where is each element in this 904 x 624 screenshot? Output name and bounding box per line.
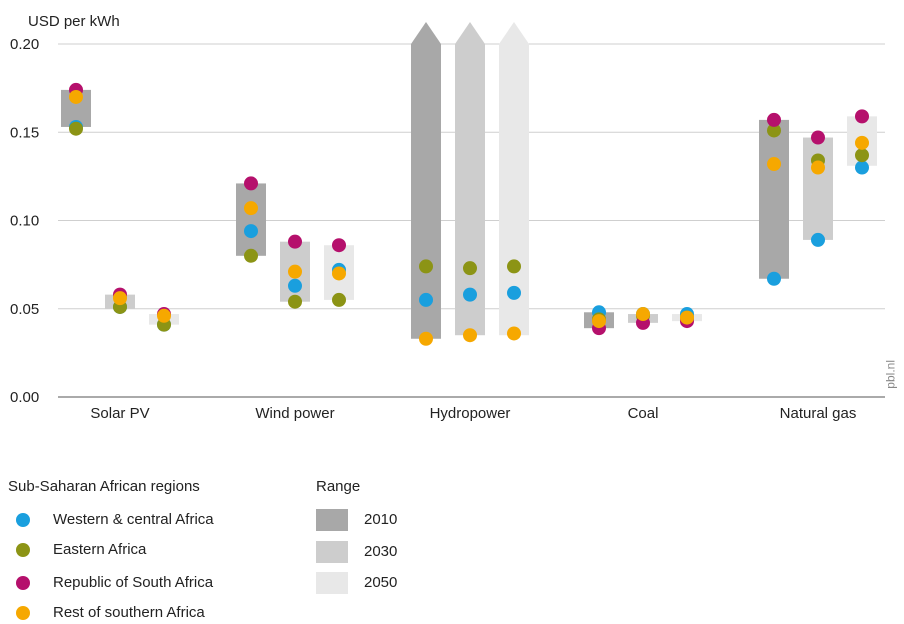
y-axis-title: USD per kWh	[28, 13, 120, 30]
y-tick-label: 0.00	[10, 389, 39, 406]
legend-label: 2050	[364, 574, 398, 591]
data-point	[680, 310, 694, 325]
data-point	[811, 130, 825, 145]
x-category-label: Hydropower	[430, 405, 511, 422]
range-bar-2010	[759, 119, 789, 279]
data-point	[507, 326, 521, 341]
data-point	[419, 259, 433, 274]
data-point	[855, 160, 869, 175]
data-point	[419, 292, 433, 307]
legend-label: Western & central Africa	[53, 511, 214, 528]
data-point	[855, 109, 869, 124]
data-point	[332, 238, 346, 253]
data-point	[157, 308, 171, 323]
legend-range-title: Range	[316, 478, 361, 495]
data-point	[288, 264, 302, 279]
legend-range-swatch	[316, 509, 348, 531]
legend-label: Rest of southern Africa	[53, 604, 205, 621]
data-point	[767, 157, 781, 172]
y-tick-label: 0.15	[10, 124, 39, 141]
legend-dot	[16, 543, 30, 557]
data-point	[463, 328, 477, 343]
data-point	[855, 148, 869, 163]
legend-label: Eastern Africa	[53, 541, 147, 558]
x-category-label: Coal	[628, 405, 659, 422]
y-tick-label: 0.10	[10, 213, 39, 230]
x-category-label: Natural gas	[780, 405, 857, 422]
data-point	[507, 285, 521, 300]
legend-label: 2030	[364, 543, 398, 560]
data-point	[507, 259, 521, 274]
data-point	[244, 176, 258, 191]
range-arrow-2050	[499, 22, 529, 44]
data-point	[244, 248, 258, 263]
data-point	[288, 234, 302, 249]
legend-dot	[16, 576, 30, 590]
data-point	[332, 292, 346, 307]
legend-label: 2010	[364, 511, 398, 528]
data-point	[244, 224, 258, 239]
data-point	[419, 331, 433, 346]
watermark-label: pbl.nl	[884, 360, 898, 389]
y-tick-label: 0.05	[10, 301, 39, 318]
data-point	[288, 294, 302, 309]
data-point	[69, 89, 83, 104]
legend-range-swatch	[316, 572, 348, 594]
data-point	[767, 123, 781, 138]
data-point	[288, 278, 302, 293]
range-arrow-2010	[411, 22, 441, 44]
legend-range-swatch	[316, 541, 348, 563]
legend-label: Republic of South Africa	[53, 574, 214, 591]
legend-dot	[16, 513, 30, 527]
data-point	[767, 271, 781, 286]
y-tick-label: 0.20	[10, 36, 39, 53]
data-point	[811, 160, 825, 175]
x-category-label: Wind power	[255, 405, 334, 422]
data-point	[463, 287, 477, 302]
legend-dot	[16, 606, 30, 620]
data-point	[113, 291, 127, 306]
data-point	[69, 121, 83, 136]
range-bar-2010	[411, 44, 441, 339]
range-arrow-2030	[455, 22, 485, 44]
data-point	[636, 307, 650, 322]
data-point	[592, 314, 606, 329]
legend-regions-title: Sub-Saharan African regions	[8, 478, 200, 495]
data-point	[463, 261, 477, 276]
range-bar-2030	[803, 137, 833, 240]
data-point	[767, 112, 781, 127]
range-bar-2030	[455, 44, 485, 336]
range-bar-2010	[236, 183, 266, 256]
data-point	[244, 201, 258, 216]
data-point	[332, 266, 346, 281]
x-category-label: Solar PV	[90, 405, 149, 422]
data-point	[855, 135, 869, 150]
data-point	[811, 232, 825, 247]
